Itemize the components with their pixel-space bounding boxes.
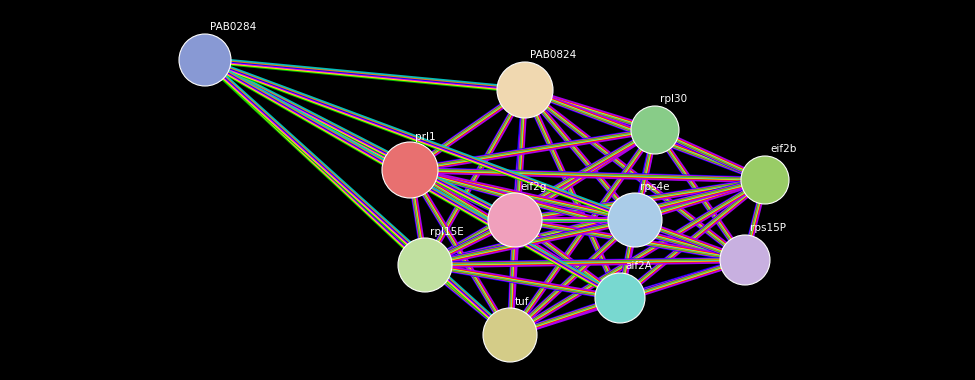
Ellipse shape <box>595 273 645 323</box>
Ellipse shape <box>382 142 438 198</box>
Text: PAB0284: PAB0284 <box>210 22 256 32</box>
Text: aif2A: aif2A <box>625 261 652 271</box>
Text: rpl15E: rpl15E <box>430 227 464 237</box>
Text: tuf: tuf <box>515 297 529 307</box>
Text: prl1: prl1 <box>415 132 436 142</box>
Ellipse shape <box>497 62 553 118</box>
Ellipse shape <box>631 106 679 154</box>
Ellipse shape <box>741 156 789 204</box>
Text: rps15P: rps15P <box>750 223 786 233</box>
Ellipse shape <box>608 193 662 247</box>
Text: eif2g: eif2g <box>520 182 546 192</box>
Ellipse shape <box>488 193 542 247</box>
Ellipse shape <box>483 308 537 362</box>
Text: PAB0824: PAB0824 <box>530 50 576 60</box>
Text: rps4e: rps4e <box>640 182 670 192</box>
Text: rpl30: rpl30 <box>660 94 687 104</box>
Ellipse shape <box>179 34 231 86</box>
Ellipse shape <box>398 238 452 292</box>
Ellipse shape <box>720 235 770 285</box>
Text: eif2b: eif2b <box>770 144 797 154</box>
